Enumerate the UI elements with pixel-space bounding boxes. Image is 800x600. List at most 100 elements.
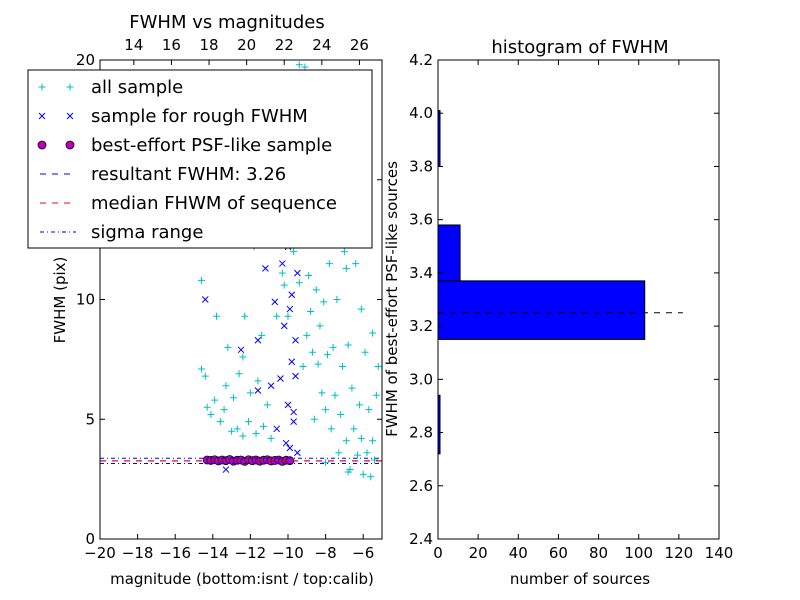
data-point bbox=[295, 61, 303, 69]
data-point bbox=[372, 391, 380, 399]
legend: all sample sample for rough FWHM best-effo… bbox=[27, 69, 373, 249]
top-x-tick-label: 24 bbox=[312, 36, 331, 54]
data-point bbox=[344, 341, 352, 349]
data-point bbox=[314, 360, 322, 368]
data-point bbox=[233, 425, 241, 433]
data-point bbox=[239, 353, 247, 361]
top-x-tick-label: 18 bbox=[199, 36, 218, 54]
data-point bbox=[316, 322, 324, 330]
data-point bbox=[224, 343, 232, 351]
data-point bbox=[198, 276, 206, 284]
y-tick-label: 3.0 bbox=[409, 370, 433, 388]
y-tick-label: 3.2 bbox=[409, 317, 433, 335]
data-point bbox=[318, 389, 326, 397]
data-point bbox=[290, 408, 297, 416]
y-tick-label: 0 bbox=[85, 530, 95, 548]
x-tick-label: −14 bbox=[197, 544, 229, 562]
legend-entry: all sample bbox=[38, 77, 183, 98]
data-point bbox=[273, 312, 281, 320]
y-tick-label: 20 bbox=[76, 51, 95, 69]
x-tick-label: 140 bbox=[705, 544, 734, 562]
y-tick-label: 2.4 bbox=[409, 530, 433, 548]
data-point bbox=[361, 348, 369, 356]
data-point bbox=[357, 305, 365, 313]
data-point bbox=[307, 307, 315, 315]
data-point bbox=[288, 291, 296, 299]
data-point bbox=[363, 449, 371, 457]
data-point bbox=[222, 466, 230, 473]
data-point bbox=[222, 382, 230, 390]
data-point bbox=[229, 394, 237, 402]
legend-entry: median FHWM of sequence bbox=[40, 193, 337, 214]
x-tick-label: −20 bbox=[84, 544, 116, 562]
data-point bbox=[342, 264, 350, 272]
data-point bbox=[277, 375, 284, 382]
data-point bbox=[252, 430, 260, 438]
x-tick-label: −16 bbox=[159, 544, 191, 562]
x-tick-label: −10 bbox=[272, 544, 304, 562]
y-tick-label: 4.2 bbox=[409, 51, 433, 69]
data-point bbox=[278, 269, 286, 277]
data-point bbox=[284, 401, 292, 409]
data-point bbox=[355, 401, 363, 409]
y-tick-label: 3.4 bbox=[409, 264, 433, 282]
y-tick-label: 5 bbox=[85, 410, 95, 428]
data-point bbox=[286, 305, 294, 313]
data-point bbox=[245, 418, 253, 426]
x-tick-label: −6 bbox=[352, 544, 374, 562]
scatter-chart: −20−18−16−14−12−10−8−6051015201416182022… bbox=[27, 12, 383, 588]
y-tick-label: 10 bbox=[76, 291, 95, 309]
legend-label: all sample bbox=[91, 77, 183, 98]
data-point bbox=[207, 410, 215, 418]
data-point bbox=[216, 418, 224, 426]
data-point bbox=[279, 260, 286, 267]
data-point bbox=[369, 329, 377, 337]
data-point bbox=[241, 312, 249, 320]
data-point bbox=[292, 372, 299, 380]
y-tick-label: 2.6 bbox=[409, 477, 433, 495]
x-tick-label: 40 bbox=[509, 544, 528, 562]
data-point bbox=[284, 312, 292, 320]
legend-label: resultant FWHM: 3.26 bbox=[91, 164, 286, 185]
x-tick-label: 60 bbox=[549, 544, 568, 562]
data-point bbox=[280, 322, 288, 330]
data-point bbox=[294, 449, 301, 457]
legend-label: sample for rough FWHM bbox=[91, 106, 308, 127]
legend-entry: resultant FWHM: 3.26 bbox=[40, 164, 286, 185]
data-point bbox=[254, 387, 262, 394]
data-point bbox=[340, 248, 348, 256]
data-point bbox=[235, 370, 243, 378]
data-point bbox=[327, 425, 335, 433]
data-point bbox=[323, 351, 331, 359]
data-point bbox=[203, 403, 211, 411]
data-point bbox=[288, 358, 296, 366]
data-point bbox=[359, 470, 367, 478]
data-point bbox=[370, 456, 378, 464]
data-point bbox=[303, 331, 311, 339]
y-tick-label: 3.8 bbox=[409, 157, 433, 175]
scatter-axes: −20−18−16−14−12−10−8−6051015201416182022… bbox=[76, 36, 382, 562]
y-tick-label: 3.6 bbox=[409, 211, 433, 229]
data-point bbox=[237, 346, 245, 354]
data-point bbox=[320, 298, 328, 306]
data-point bbox=[211, 396, 219, 404]
histogram-y-axis-label: FWHM of best-effort PSF-like sources bbox=[383, 161, 401, 437]
x-tick-label: −18 bbox=[122, 544, 154, 562]
data-point bbox=[374, 363, 382, 371]
data-point bbox=[325, 260, 333, 268]
data-point bbox=[308, 348, 316, 356]
data-point bbox=[246, 389, 254, 397]
legend-marker bbox=[38, 112, 46, 120]
y-tick-label: 4.0 bbox=[409, 104, 433, 122]
histogram-plot-frame bbox=[437, 59, 720, 540]
scatter-series-layer bbox=[198, 61, 382, 481]
data-point bbox=[342, 437, 350, 445]
top-x-tick-label: 16 bbox=[162, 36, 181, 54]
data-point bbox=[354, 451, 362, 459]
top-x-tick-label: 14 bbox=[124, 36, 143, 54]
data-point bbox=[335, 449, 343, 457]
data-point bbox=[263, 401, 271, 409]
data-point bbox=[201, 372, 209, 380]
legend-marker bbox=[37, 140, 47, 150]
